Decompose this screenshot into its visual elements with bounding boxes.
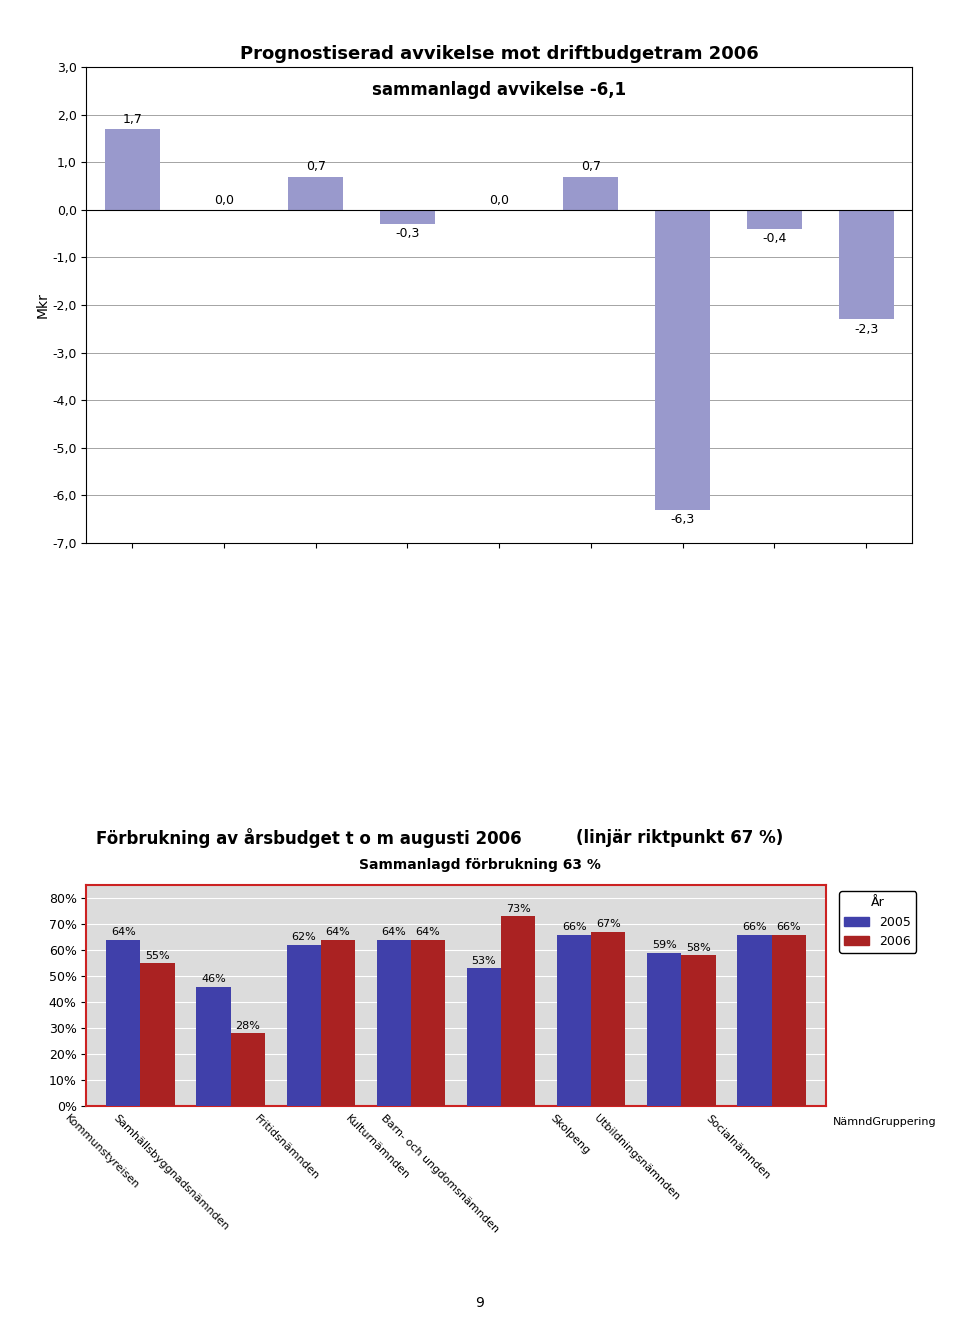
Text: Samhällsbyggnadsnämnden: Samhällsbyggnadsnämnden [111, 1113, 230, 1232]
Text: -0,3: -0,3 [396, 228, 420, 240]
Text: 9: 9 [475, 1297, 485, 1310]
Bar [772, 935, 805, 1106]
Bar [682, 955, 715, 1106]
Text: 73%: 73% [506, 904, 531, 913]
Text: 0,7: 0,7 [305, 160, 325, 173]
Text: Förbrukning av årsbudget t o m augusti 2006: Förbrukning av årsbudget t o m augusti 2… [96, 829, 521, 848]
Text: Sammanlagd förbrukning 63 %: Sammanlagd förbrukning 63 % [359, 858, 601, 872]
Text: 0,0: 0,0 [490, 193, 509, 207]
Bar [747, 209, 802, 229]
Text: 66%: 66% [777, 921, 801, 932]
Text: 0,0: 0,0 [214, 193, 234, 207]
Bar [467, 968, 501, 1106]
Text: 55%: 55% [145, 951, 170, 960]
Text: 66%: 66% [742, 921, 767, 932]
Bar [655, 209, 710, 510]
Bar [321, 940, 355, 1106]
Text: 46%: 46% [202, 974, 226, 984]
Bar [230, 1034, 265, 1106]
Title: Prognostiserad avvikelse mot driftbudgetram 2006: Prognostiserad avvikelse mot driftbudget… [240, 44, 758, 63]
Bar [591, 932, 626, 1106]
Text: 64%: 64% [381, 927, 406, 937]
Text: 64%: 64% [111, 927, 135, 937]
Text: (linjär riktpunkt 67 %): (linjär riktpunkt 67 %) [576, 829, 783, 848]
Text: Barn- och ungdomsnämnden: Barn- och ungdomsnämnden [379, 1113, 501, 1235]
Text: 67%: 67% [596, 920, 621, 929]
Bar [286, 945, 321, 1106]
Bar [288, 177, 344, 209]
Text: -2,3: -2,3 [854, 323, 878, 335]
Text: 0,7: 0,7 [581, 160, 601, 173]
Text: 28%: 28% [235, 1021, 260, 1031]
Text: 58%: 58% [686, 943, 710, 952]
Text: -0,4: -0,4 [762, 232, 786, 245]
Text: 1,7: 1,7 [122, 113, 142, 126]
Text: 64%: 64% [416, 927, 441, 937]
Bar [839, 209, 894, 319]
Bar [557, 935, 591, 1106]
Bar [501, 916, 536, 1106]
Text: NämndGruppering: NämndGruppering [833, 1117, 937, 1128]
Bar [737, 935, 772, 1106]
Bar [411, 940, 445, 1106]
Text: 53%: 53% [471, 956, 496, 966]
Text: Socialnämnden: Socialnämnden [704, 1113, 772, 1181]
Text: 62%: 62% [291, 932, 316, 943]
Bar [380, 209, 435, 224]
Bar [105, 129, 159, 209]
Text: 59%: 59% [652, 940, 677, 951]
Bar [376, 940, 411, 1106]
Bar [107, 940, 140, 1106]
Text: -6,3: -6,3 [670, 514, 695, 526]
Bar [564, 177, 618, 209]
Legend: 2005, 2006: 2005, 2006 [839, 892, 916, 953]
Y-axis label: Mkr: Mkr [36, 292, 49, 318]
Text: sammanlagd avvikelse -6,1: sammanlagd avvikelse -6,1 [372, 82, 626, 99]
Text: 66%: 66% [562, 921, 587, 932]
Text: Kulturnämnden: Kulturnämnden [343, 1113, 411, 1181]
Bar [197, 987, 230, 1106]
Text: 64%: 64% [325, 927, 350, 937]
Text: Utbildningsnämnden: Utbildningsnämnden [592, 1113, 682, 1203]
Text: Fritidsnämnden: Fritidsnämnden [252, 1113, 321, 1181]
Bar [647, 952, 682, 1106]
Bar [140, 963, 175, 1106]
Text: Kommunstyreisen: Kommunstyreisen [62, 1113, 140, 1191]
Text: Skolpeng: Skolpeng [548, 1113, 591, 1156]
